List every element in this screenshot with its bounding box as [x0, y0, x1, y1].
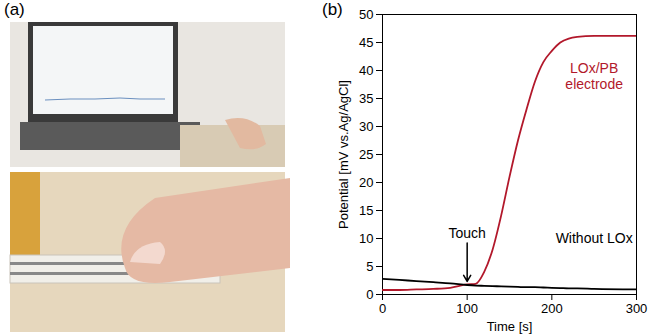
svg-text:40: 40 — [359, 63, 373, 78]
svg-text:25: 25 — [359, 147, 373, 162]
svg-text:0: 0 — [366, 287, 373, 302]
html-text:(b): (b) — [322, 0, 343, 19]
html-text:(a): (a) — [4, 0, 25, 19]
svg-text:Without LOx: Without LOx — [556, 230, 633, 246]
svg-text:LOx/PBelectrode: LOx/PBelectrode — [565, 60, 623, 91]
svg-text:Potential [mV vs.Ag/AgCl]: Potential [mV vs.Ag/AgCl] — [336, 80, 351, 229]
svg-text:20: 20 — [359, 175, 373, 190]
svg-text:300: 300 — [626, 301, 648, 316]
svg-text:10: 10 — [359, 231, 373, 246]
svg-text:45: 45 — [359, 35, 373, 50]
svg-text:0: 0 — [379, 301, 386, 316]
svg-text:5: 5 — [366, 259, 373, 274]
svg-text:Touch: Touch — [448, 225, 485, 241]
svg-text:50: 50 — [359, 7, 373, 22]
svg-text:15: 15 — [359, 203, 373, 218]
svg-text:35: 35 — [359, 91, 373, 106]
svg-text:100: 100 — [456, 301, 478, 316]
svg-text:Time [s]: Time [s] — [487, 319, 533, 334]
svg-text:30: 30 — [359, 119, 373, 134]
svg-text:200: 200 — [541, 301, 563, 316]
